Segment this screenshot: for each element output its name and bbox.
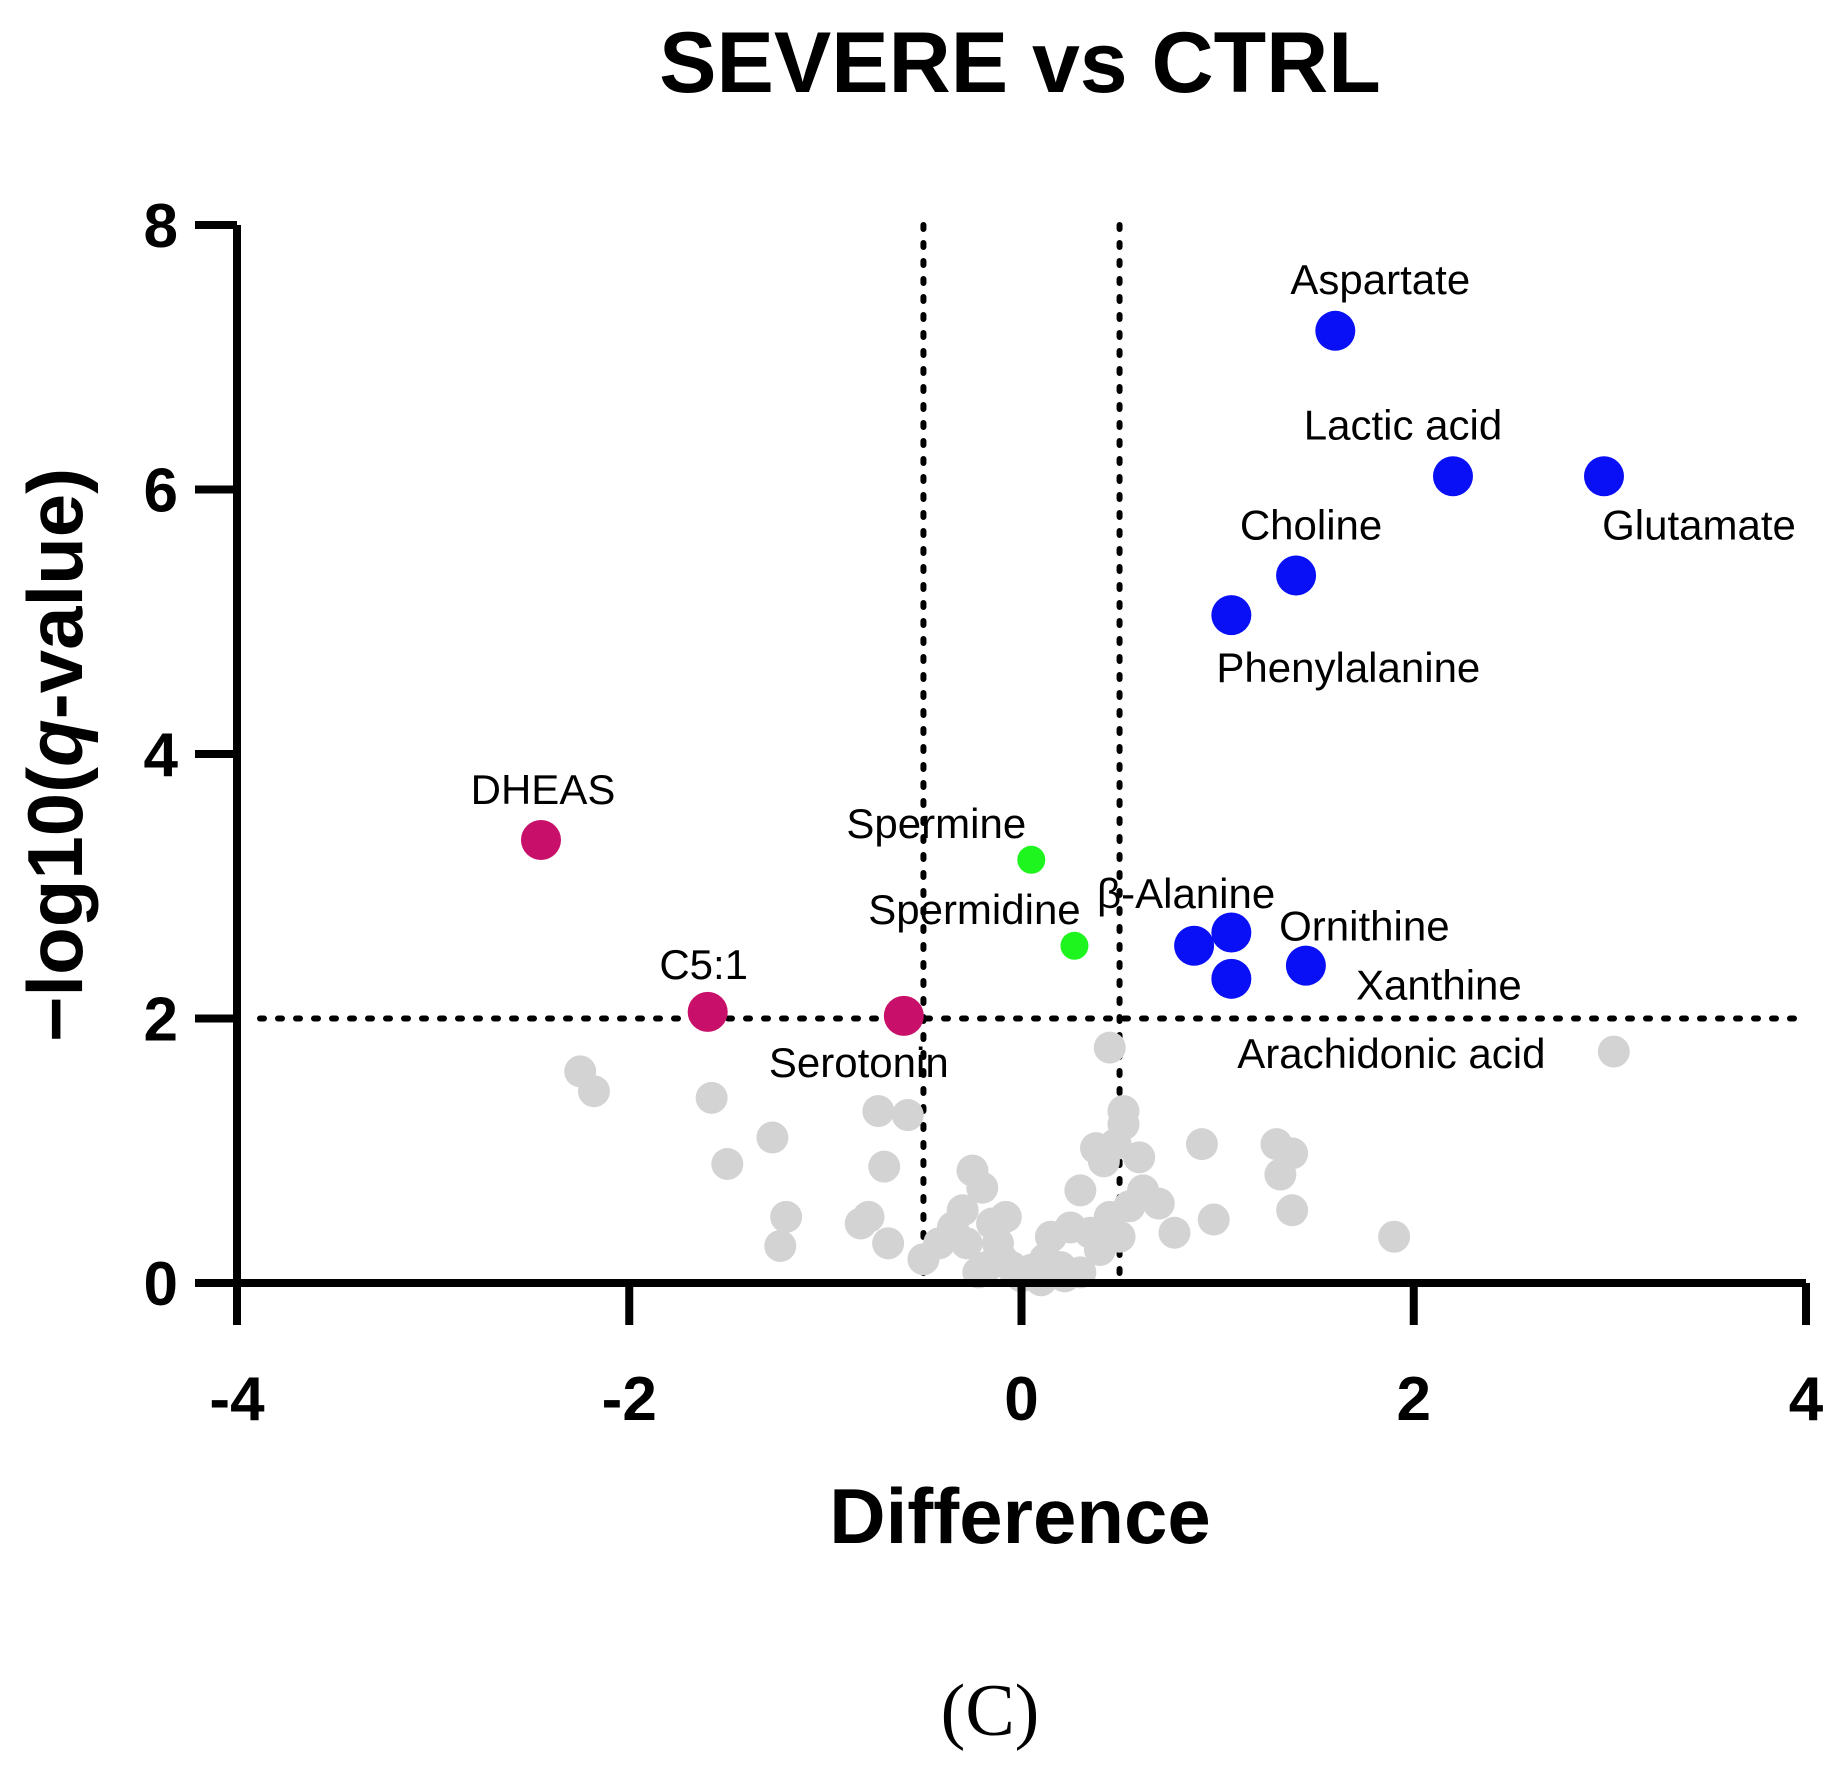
label-aspartate: Aspartate <box>1290 256 1470 303</box>
ns-point <box>1123 1141 1156 1174</box>
x-tick-labels: -4 -2 0 2 4 <box>209 1365 1823 1434</box>
ns-point <box>989 1200 1022 1233</box>
x-tick-label: -2 <box>602 1365 657 1434</box>
label-alanine: β-Alanine <box>1097 870 1275 917</box>
label-lactic-acid: Lactic acid <box>1304 401 1502 448</box>
y-tick-label: 4 <box>144 721 179 790</box>
point-arachidonic-acid <box>1211 958 1252 999</box>
label-serotonin: Serotonin <box>769 1039 949 1086</box>
x-tick-label: 2 <box>1397 1365 1431 1434</box>
ns-point <box>1093 1031 1126 1064</box>
ns-point <box>1048 1260 1081 1293</box>
point-aspartate <box>1315 310 1356 351</box>
ns-point <box>891 1099 924 1132</box>
ns-point <box>1185 1128 1218 1161</box>
label-phenylalanine: Phenylalanine <box>1216 644 1480 691</box>
significant-points <box>520 310 1624 1036</box>
y-tick-label: 6 <box>144 457 178 526</box>
point-alanine <box>1174 925 1215 966</box>
point-spermine <box>1017 845 1046 874</box>
ns-point <box>1378 1220 1411 1253</box>
label-arachidonic-acid: Arachidonic acid <box>1237 1030 1545 1077</box>
point-labels: Aspartate Lactic acid Glutamate Choline Phen… <box>471 256 1796 1086</box>
x-axis-label: Difference <box>829 1472 1210 1560</box>
ns-point <box>1142 1187 1175 1220</box>
y-tick-label: 0 <box>144 1250 178 1319</box>
ns-point <box>1276 1194 1309 1227</box>
ns-point <box>872 1227 905 1260</box>
ns-point <box>1197 1203 1230 1236</box>
label-glutamate: Glutamate <box>1602 501 1796 548</box>
y-axis-label-q: q <box>11 719 99 767</box>
point-lactic-acid <box>1432 456 1473 497</box>
x-tick-label: 0 <box>1004 1365 1038 1434</box>
point-ornithine <box>1211 912 1252 953</box>
panel-label: (C) <box>941 1670 1040 1752</box>
ns-point <box>844 1207 877 1240</box>
ns-point <box>764 1229 797 1262</box>
point-glutamate <box>1583 456 1624 497</box>
chart-title: SEVERE vs CTRL <box>659 15 1381 111</box>
y-tick-label: 2 <box>144 986 178 1055</box>
ns-point <box>1107 1095 1140 1128</box>
ns-point <box>1264 1158 1297 1191</box>
point-phenylalanine <box>1211 595 1252 636</box>
nonsignificant-points <box>564 1031 1630 1297</box>
point-serotonin <box>883 995 924 1036</box>
label-c5-1: C5:1 <box>659 941 748 988</box>
threshold-lines <box>257 222 1809 1286</box>
ns-point <box>1034 1220 1067 1253</box>
ns-point <box>711 1147 744 1180</box>
ns-point <box>923 1227 956 1260</box>
label-choline: Choline <box>1240 501 1382 548</box>
axes <box>195 221 1810 1325</box>
x-tick-label: -4 <box>209 1365 265 1434</box>
ns-point <box>868 1150 901 1183</box>
ns-point <box>756 1121 789 1154</box>
y-axis-label-prefix: −log10( <box>11 767 99 1042</box>
ns-point <box>577 1075 610 1108</box>
ns-point <box>862 1095 895 1128</box>
label-ornithine: Ornithine <box>1279 903 1449 950</box>
ns-point <box>770 1200 803 1233</box>
ns-point <box>695 1081 728 1114</box>
label-spermine: Spermine <box>846 800 1026 847</box>
point-xanthine <box>1285 945 1326 986</box>
point-spermidine <box>1060 931 1089 960</box>
x-tick-label: 4 <box>1789 1365 1824 1434</box>
point-choline <box>1276 555 1317 596</box>
ns-point <box>1597 1035 1630 1068</box>
y-axis-label: −log10(q-value) <box>11 468 99 1042</box>
point-c5-1 <box>687 991 728 1032</box>
label-xanthine: Xanthine <box>1356 962 1522 1009</box>
ns-point <box>966 1171 999 1204</box>
ns-point <box>1064 1174 1097 1207</box>
label-spermidine: Spermidine <box>868 886 1080 933</box>
y-tick-labels: 0 2 4 6 8 <box>144 192 179 1319</box>
point-dheas <box>520 819 561 860</box>
ns-point <box>1158 1216 1191 1249</box>
y-axis-label-suffix: -value) <box>11 468 99 719</box>
label-dheas: DHEAS <box>471 766 616 813</box>
y-tick-label: 8 <box>144 192 178 261</box>
ns-point <box>950 1227 983 1260</box>
ns-point <box>1103 1220 1136 1253</box>
